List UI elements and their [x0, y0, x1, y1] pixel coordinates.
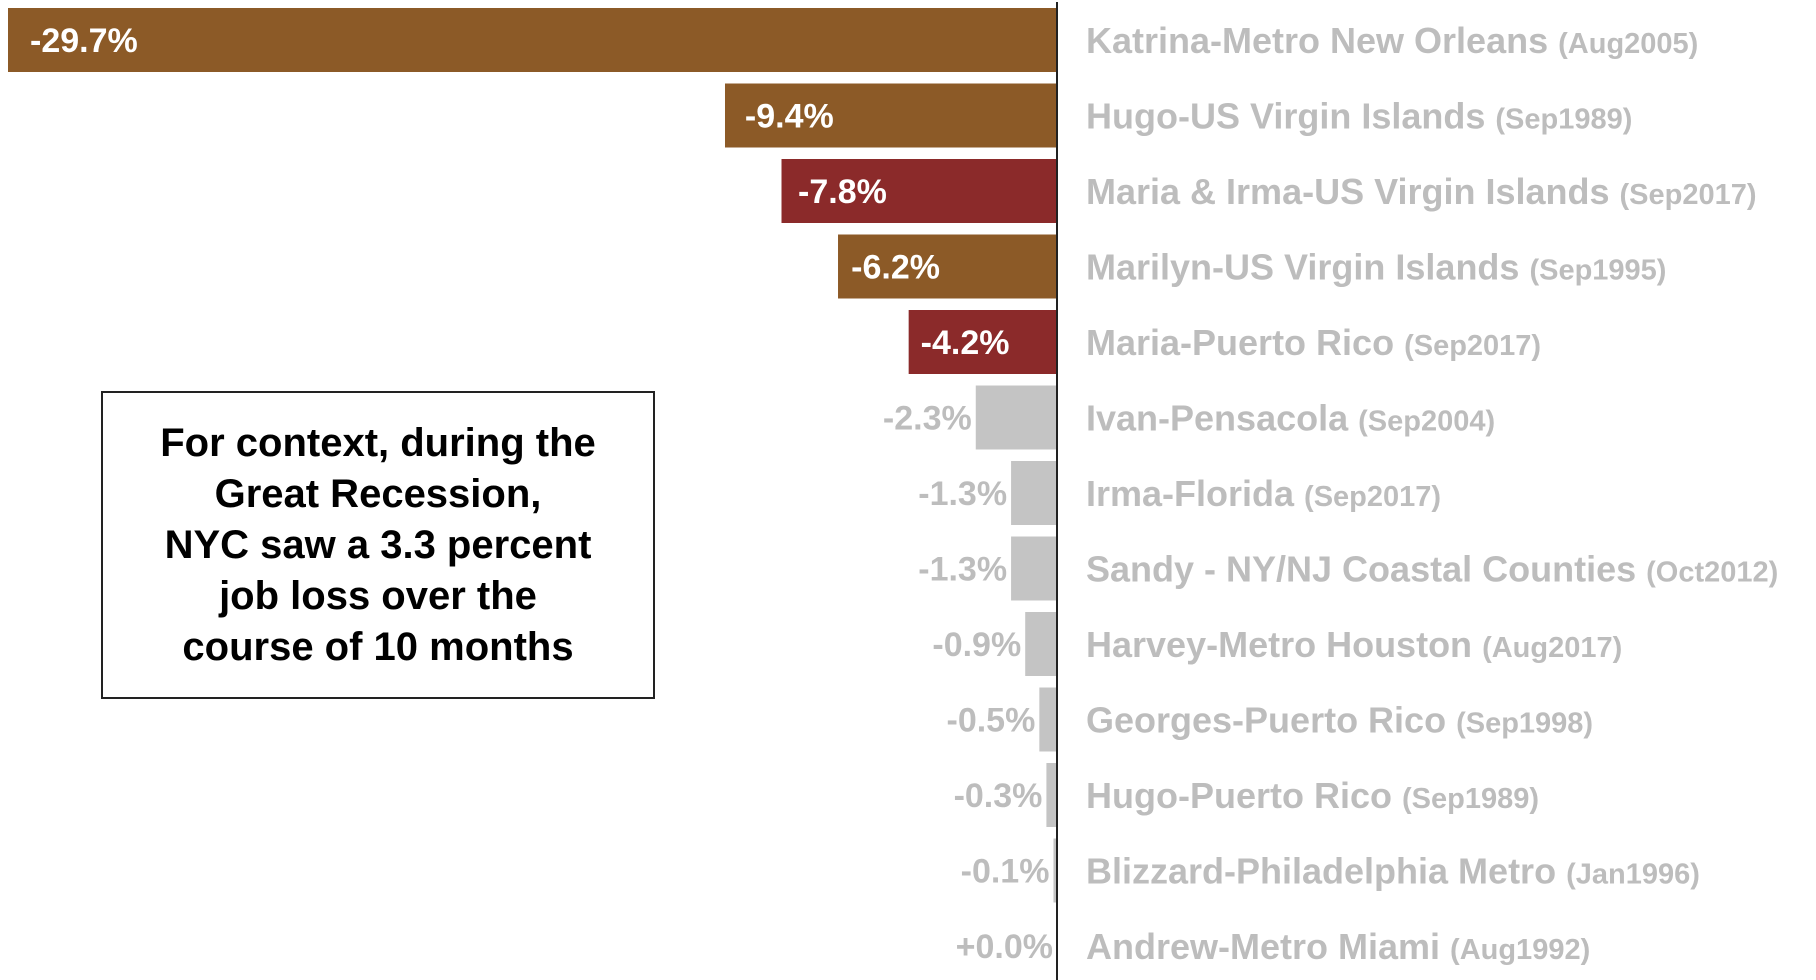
bar-value-label: -0.9%: [932, 626, 1021, 664]
bar-value-label: -0.1%: [961, 853, 1050, 891]
value-labels-group: -29.7% -9.4% -7.8% -6.2% -4.2% -2.3% -1.3% -1.3…: [30, 22, 1053, 966]
category-event: Harvey-Metro Houston: [1086, 624, 1482, 665]
category-date: (Sep2004): [1358, 406, 1495, 438]
bar-value-label: -29.7%: [30, 22, 138, 60]
category-label: Andrew-Metro Miami (Aug1992): [1086, 926, 1590, 967]
category-label: Blizzard-Philadelphia Metro (Jan1996): [1086, 851, 1700, 892]
bar: [724, 83, 1057, 148]
category-date: (Sep1989): [1495, 104, 1632, 136]
bar: [781, 159, 1057, 223]
bar: [975, 385, 1057, 450]
category-label: Maria-Puerto Rico (Sep2017): [1086, 322, 1541, 363]
category-date: (Sep2017): [1404, 330, 1541, 362]
category-date: (Aug1992): [1450, 934, 1590, 966]
category-event: Hugo-US Virgin Islands: [1086, 96, 1495, 137]
bars-group: [8, 8, 1057, 903]
category-label: Hugo-Puerto Rico (Sep1989): [1086, 775, 1539, 816]
category-label: Ivan-Pensacola (Sep2004): [1086, 398, 1495, 439]
bar-value-label: -9.4%: [745, 98, 834, 136]
bar-value-label: -1.3%: [918, 551, 1007, 589]
bar-value-label: -4.2%: [921, 324, 1010, 362]
bar: [1039, 687, 1057, 752]
category-label: Sandy - NY/NJ Coastal Counties (Oct2012): [1086, 549, 1778, 590]
bar-value-label: -7.8%: [798, 173, 887, 211]
category-date: (Sep2017): [1620, 179, 1757, 211]
category-event: Sandy - NY/NJ Coastal Counties: [1086, 549, 1646, 590]
category-event: Maria-Puerto Rico: [1086, 322, 1404, 363]
bar: [1011, 461, 1057, 525]
context-callout-text: For context, during the Great Recession,…: [160, 420, 596, 669]
category-label: Harvey-Metro Houston (Aug2017): [1086, 624, 1622, 665]
category-event: Katrina-Metro New Orleans: [1086, 20, 1558, 61]
bar: [1046, 763, 1057, 827]
category-date: (Sep1995): [1529, 255, 1666, 287]
bar-value-label: +0.0%: [956, 928, 1053, 966]
category-event: Maria & Irma-US Virgin Islands: [1086, 171, 1620, 212]
category-date: (Sep1998): [1456, 708, 1593, 740]
bar-value-label: -6.2%: [851, 249, 940, 287]
category-event: Georges-Puerto Rico: [1086, 700, 1456, 741]
category-date: (Sep2017): [1304, 481, 1441, 513]
category-date: (Sep1989): [1402, 783, 1539, 815]
category-label: Maria & Irma-US Virgin Islands (Sep2017): [1086, 171, 1757, 212]
category-event: Irma-Florida: [1086, 473, 1304, 514]
category-label: Georges-Puerto Rico (Sep1998): [1086, 700, 1593, 741]
bar: [1053, 838, 1057, 903]
category-label: Irma-Florida (Sep2017): [1086, 473, 1441, 514]
bar-value-label: -2.3%: [883, 400, 972, 438]
bar: [908, 310, 1057, 374]
category-label: Marilyn-US Virgin Islands (Sep1995): [1086, 247, 1666, 288]
category-label: Katrina-Metro New Orleans (Aug2005): [1086, 20, 1698, 61]
bar-value-label: -0.3%: [954, 777, 1043, 815]
category-event: Marilyn-US Virgin Islands: [1086, 247, 1529, 288]
bar-value-label: -1.3%: [918, 475, 1007, 513]
category-event: Hugo-Puerto Rico: [1086, 775, 1402, 816]
category-date: (Oct2012): [1646, 557, 1778, 589]
bar: [838, 234, 1057, 299]
bar: [8, 8, 1057, 72]
category-date: (Aug2017): [1482, 632, 1622, 664]
category-label: Hugo-US Virgin Islands (Sep1989): [1086, 96, 1632, 137]
category-event: Blizzard-Philadelphia Metro: [1086, 851, 1566, 892]
category-labels-group: Katrina-Metro New Orleans (Aug2005) Hugo-…: [1086, 20, 1778, 967]
bar: [1025, 612, 1057, 676]
context-callout-box: For context, during the Great Recession,…: [101, 391, 655, 699]
bar-value-label: -0.5%: [947, 702, 1036, 740]
category-event: Ivan-Pensacola: [1086, 398, 1358, 439]
category-date: (Aug2005): [1558, 28, 1698, 60]
category-event: Andrew-Metro Miami: [1086, 926, 1450, 967]
category-date: (Jan1996): [1566, 859, 1700, 891]
bar: [1011, 536, 1057, 601]
